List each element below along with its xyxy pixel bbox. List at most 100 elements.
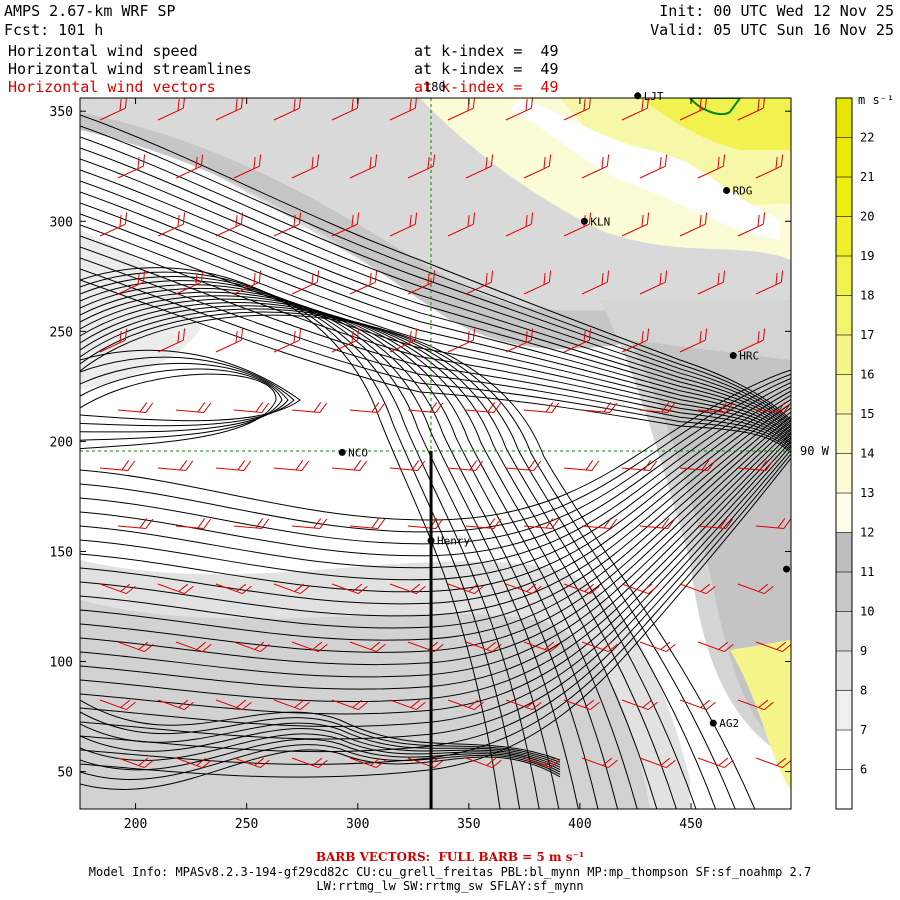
colorbar-swatch [836,137,852,177]
wind-barb [581,518,618,529]
barb-shaft [233,757,270,769]
barb-shaft [465,154,494,179]
colorbar-swatch [836,532,852,572]
wind-barb [215,212,244,237]
barb-shaft [697,641,734,653]
wind-barb [407,270,436,295]
wind-barb [737,699,774,711]
barb-shaft [581,154,610,179]
streamline [80,246,791,447]
barb-shaft [505,699,542,711]
barb-shaft [563,699,600,711]
wind-barb [621,212,650,237]
barb-shaft [639,402,676,413]
barb-shaft [175,270,204,295]
barb-shaft [291,270,320,295]
axes: 200 250 300 350 400 450 350 300 250 200 150 100 50 [50,98,791,832]
wind-barb [505,328,534,353]
station-marker [580,217,588,225]
wind-barb [99,212,128,237]
wind-barb [99,98,128,121]
field-level-vectors: at k-index = 49 [414,78,559,96]
barb-shaft [755,641,791,653]
wind-barb [523,154,552,179]
barb-shaft [157,583,194,595]
colorbar-label: 13 [860,486,874,500]
wind-barb [465,641,502,653]
barb-shaft [737,699,774,711]
streamline [80,377,791,545]
wind-barb [639,270,668,295]
x-tick-label: 200 [124,817,147,832]
barb-shaft [291,402,328,413]
barb-shaft [621,460,658,471]
wind-barb [99,460,136,471]
barb-shaft [679,212,708,237]
x-tick-label: 350 [457,817,480,832]
barb-shaft [117,641,154,653]
wind-barb [755,402,791,413]
streamline [80,295,638,809]
y-tick-label: 50 [57,766,73,781]
colorbar-label: 7 [860,723,867,737]
wind-barb [273,212,302,237]
barb-shaft [389,98,418,121]
barb-shaft [621,699,658,711]
colorbar-swatch [836,98,852,138]
barb-shaft [273,583,310,595]
station-marker [783,565,791,573]
streamline [80,699,561,761]
barb-shaft [157,212,186,237]
barb-shaft [233,154,262,179]
barb-shaft [621,328,650,353]
barb-shaft [215,328,244,353]
wind-barb [331,212,360,237]
wind-barb [157,212,186,237]
wind-barb [639,154,668,179]
wind-barb [175,757,212,769]
barb-shaft [581,641,618,653]
streamline [80,407,791,629]
wind-barb [349,270,378,295]
wind-barb [175,402,212,413]
wind-barb [679,460,716,471]
barb-shaft [465,402,502,413]
streamline [80,191,791,436]
station-label: AG2 [719,717,739,730]
barb-shaft [175,757,212,769]
wind-barb [639,518,676,529]
barb-shaft [505,328,534,353]
streamline [80,125,791,423]
barb-shaft [639,518,676,529]
barb-shaft [523,641,560,653]
wind-barb [215,699,252,711]
barb-shaft [505,212,534,237]
streamline [80,349,301,422]
model-info-line2: LW:rrtmg_lw SW:rrtmg_sw SFLAY:sf_mynn [316,879,584,893]
wind-barb [697,641,734,653]
colorbar-unit: m s⁻¹ [858,93,894,107]
wind-barb [465,270,494,295]
streamline [80,403,791,617]
barb-shaft [233,641,270,653]
wind-barb [505,699,542,711]
barb-shaft [157,328,186,353]
barb-shaft [99,328,128,353]
barb-shaft [755,518,791,529]
streamline [80,314,756,809]
colorbar-swatch [836,651,852,691]
wind-barb [639,641,676,653]
streamline [80,169,791,432]
barb-shaft [679,98,708,121]
field-level-streamlines: at k-index = 49 [414,60,559,78]
colorbar-label: 16 [860,368,874,382]
streamline [80,362,289,433]
wind-barb [465,402,502,413]
barb-shaft [755,270,784,295]
streamline [80,386,791,569]
wind-barb [117,641,154,653]
barb-shaft [273,98,302,121]
barb-shaft [273,460,310,471]
streamline [80,271,521,809]
wind-barb [697,518,734,529]
